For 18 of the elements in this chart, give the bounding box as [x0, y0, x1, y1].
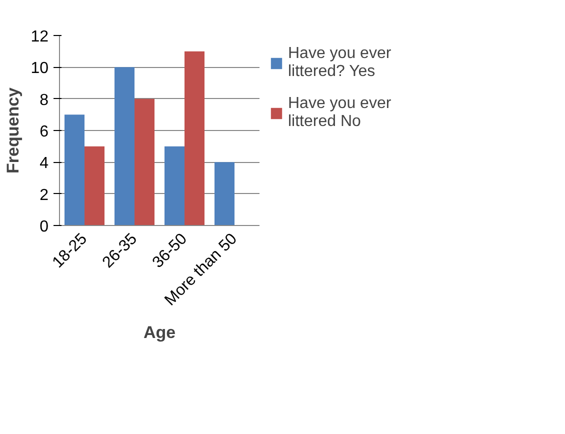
y-axis-title: Frequency: [4, 86, 23, 174]
bar: [84, 146, 104, 226]
y-tick-label: 4: [40, 155, 49, 172]
x-axis-title: Age: [143, 323, 176, 342]
bar: [134, 98, 154, 226]
bar: [114, 67, 134, 226]
legend-label: Have you ever littered No: [288, 95, 392, 131]
y-tick-label: 0: [40, 218, 49, 236]
bar: [64, 114, 84, 226]
y-tick-label: 10: [30, 60, 49, 78]
legend-label: Have you ever littered? Yes: [288, 45, 392, 81]
y-tick-label: 2: [40, 186, 49, 204]
bar: [164, 146, 184, 226]
y-tick-label: 6: [40, 124, 49, 140]
bar: [184, 51, 204, 226]
y-tick-label: 12: [30, 28, 49, 46]
y-tick-label: 8: [40, 92, 49, 109]
bar: [214, 162, 234, 226]
